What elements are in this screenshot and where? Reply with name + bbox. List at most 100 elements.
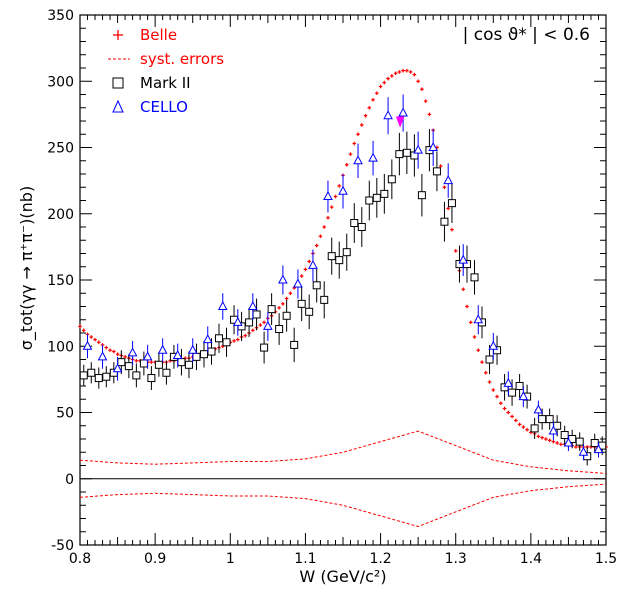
mark2-marker (177, 358, 186, 367)
mark2-marker (545, 415, 554, 424)
y-tick-label: 50 (56, 406, 74, 422)
cello-point (488, 333, 499, 360)
mark2-point (184, 351, 193, 379)
mark2-point (545, 408, 554, 430)
cello-point (398, 94, 408, 132)
cello-marker (428, 141, 439, 151)
cello-marker (503, 377, 514, 387)
belle-point (491, 388, 496, 392)
belle-point (408, 70, 413, 74)
cello-point (428, 128, 439, 167)
mark2-marker (387, 175, 396, 184)
mark2-point (124, 354, 133, 379)
cello-point (172, 343, 183, 368)
belle-point (243, 333, 248, 338)
mark2-point (290, 327, 299, 363)
cello-marker (593, 444, 604, 454)
cello-marker (458, 254, 469, 264)
belle-point (318, 234, 323, 239)
belle-point (326, 215, 330, 220)
belle-point (108, 348, 112, 353)
cello-marker (338, 185, 348, 195)
belle-point (299, 274, 304, 278)
cello-marker (443, 175, 454, 185)
mark2-marker (530, 424, 539, 433)
belle-point (540, 435, 544, 440)
mark2-point (102, 366, 111, 388)
belle-point (483, 370, 488, 375)
cello-marker (353, 155, 363, 165)
mark2-marker (275, 325, 284, 334)
legend-triangle-icon (112, 99, 124, 113)
belle-point (495, 394, 499, 399)
cello-marker (398, 107, 408, 117)
mark2-marker (102, 372, 111, 381)
belle-point (329, 205, 334, 209)
mark2-marker (357, 223, 366, 231)
mark2-point (94, 367, 103, 389)
belle-point (112, 349, 116, 354)
belle-point (89, 335, 94, 339)
legend-entry: CELLO (112, 98, 188, 116)
mark2-point (147, 366, 156, 390)
mark2-marker (192, 352, 201, 361)
belle-point (251, 328, 255, 333)
cello-point (232, 309, 243, 336)
cello-point (443, 163, 454, 198)
belle-point (367, 105, 372, 110)
mark2-marker (327, 252, 336, 261)
belle-point (322, 225, 327, 229)
y-tick-label: -50 (51, 538, 74, 554)
belle-point (363, 113, 368, 118)
belle-point (476, 348, 481, 353)
mark2-marker (207, 347, 216, 356)
x-tick-label: 1.4 (520, 551, 542, 567)
belle-point (514, 418, 518, 423)
cello-point (112, 356, 123, 381)
mark2-marker (365, 196, 374, 205)
belle-point (574, 445, 578, 449)
belle-point (386, 76, 390, 81)
cello-point (142, 344, 153, 369)
mark2-marker (252, 310, 261, 319)
cello-marker (323, 190, 333, 201)
mark2-marker (342, 248, 351, 257)
y-axis-title: σ_tot(γγ → π⁺π⁻)(nb) (17, 186, 37, 350)
legend-square-icon (112, 77, 124, 89)
cello-marker (518, 391, 529, 401)
mark2-point (447, 183, 456, 224)
cello-point (127, 340, 138, 365)
mark2-point (417, 174, 426, 217)
mark2-point (260, 331, 269, 364)
cello-point (308, 249, 318, 282)
mark2-point (530, 417, 539, 439)
mark2-point (312, 268, 321, 303)
mark2-point (327, 237, 336, 275)
x-axis-title: W (GeV/c²) (299, 567, 386, 586)
mark2-marker (508, 388, 517, 397)
cello-marker (247, 300, 258, 310)
legend-entry: Mark II (112, 74, 191, 92)
y-tick-label: 300 (47, 74, 74, 90)
y-tick-label: 250 (47, 141, 74, 157)
mark2-point (575, 432, 584, 451)
cello-point (323, 180, 333, 213)
legend-label: Belle (140, 26, 177, 44)
cello-point (293, 269, 303, 299)
mark2-point (305, 294, 314, 330)
belle-point (93, 337, 97, 342)
belle-point (371, 98, 375, 102)
belle-point (333, 194, 338, 199)
cello-point (578, 444, 589, 461)
belle-point (348, 152, 353, 156)
mark2-point (470, 260, 479, 295)
cello-marker (202, 334, 213, 344)
syst-errors-lower-line (79, 483, 607, 528)
belle-point (134, 359, 139, 363)
belle-point (468, 320, 473, 325)
legend-label: CELLO (140, 98, 188, 116)
belle-point (438, 164, 443, 168)
syst-errors-band (79, 430, 607, 528)
